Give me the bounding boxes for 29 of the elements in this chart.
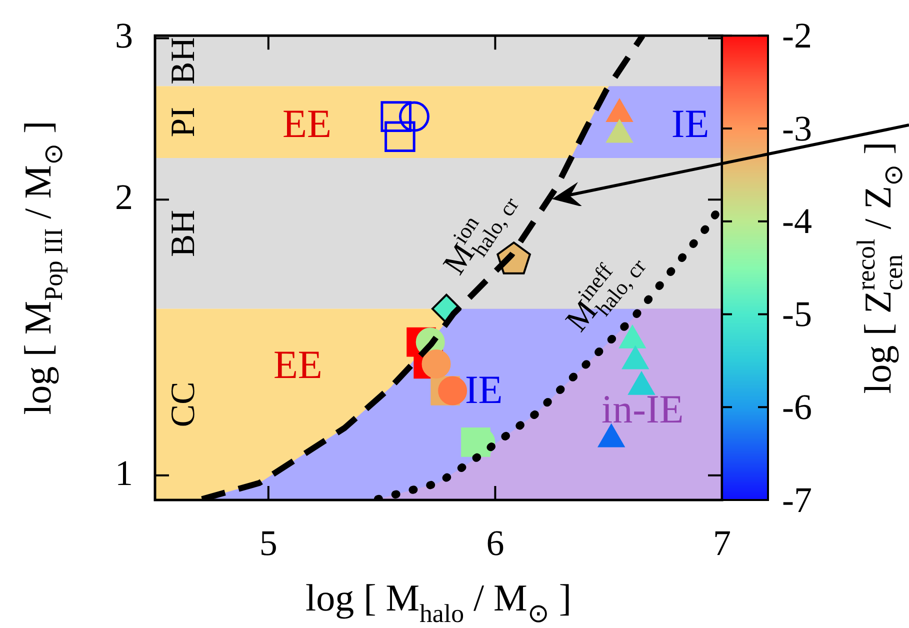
color-bar-label: -6 — [782, 387, 812, 427]
y-tick-label: 3 — [115, 16, 133, 56]
annotation: EE — [273, 342, 322, 388]
y-axis-title: log [ MPop III / M⊙ ] — [18, 120, 68, 415]
band-label: PI — [165, 106, 202, 138]
point — [398, 101, 430, 132]
y-tick-label: 1 — [115, 452, 133, 493]
x-tick-label: 5 — [259, 523, 278, 564]
color-bar-label: -7 — [782, 480, 812, 520]
band-label: BH — [165, 37, 202, 84]
color-bar-label: -3 — [782, 108, 812, 148]
x-tick-label: 7 — [713, 523, 731, 564]
x-tick-label: 6 — [486, 523, 504, 564]
annotation: in-IE — [602, 386, 684, 432]
color-bar-label: -5 — [782, 294, 812, 334]
color-bar-label: -2 — [782, 15, 812, 56]
annotation: IE — [464, 366, 503, 412]
annotation: IE — [671, 100, 710, 146]
color-bar-title: log [ Zrecolcen / Z⊙ ] — [852, 142, 908, 394]
point — [384, 121, 416, 152]
point — [422, 350, 451, 379]
y-tick-label: 2 — [115, 177, 133, 218]
color-bar-label: -4 — [782, 201, 812, 242]
band-label: BH — [165, 210, 202, 258]
legend-label: Mionhalo, cr — [436, 192, 524, 280]
annotation: EE — [282, 100, 332, 146]
band-label: CC — [165, 382, 202, 428]
point — [380, 101, 412, 132]
point — [438, 376, 468, 406]
